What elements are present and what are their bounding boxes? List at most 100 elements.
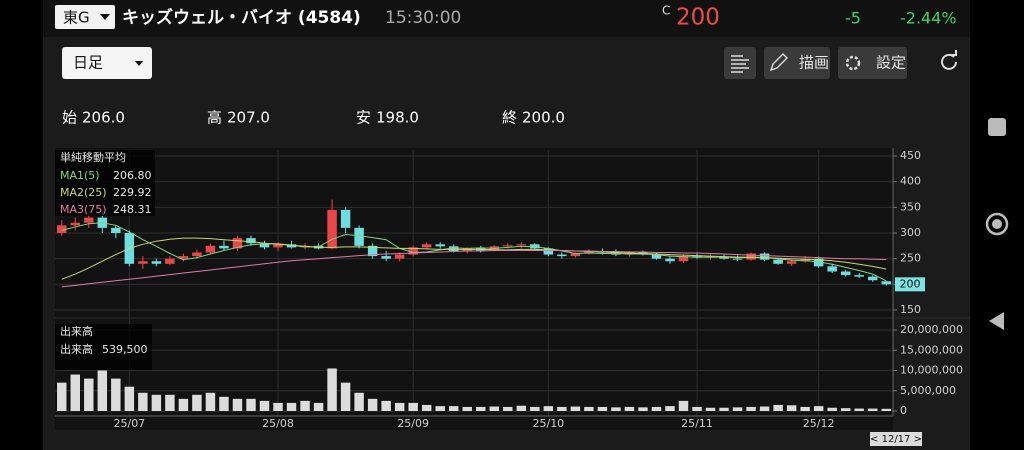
volume-bar — [773, 404, 783, 411]
candle-body — [448, 246, 459, 251]
candle-body — [408, 247, 418, 255]
candle-body — [759, 253, 770, 260]
volume-bar — [84, 378, 94, 411]
volume-bar — [665, 406, 675, 411]
ma-line — [61, 237, 887, 280]
volume-bar — [381, 400, 391, 411]
x-tick-label: 25/09 — [397, 417, 429, 430]
header-bar — [43, 0, 970, 37]
volume-bar — [367, 398, 378, 411]
candle-body — [340, 209, 351, 228]
ma-legend-title: 単純移動平均 — [60, 150, 126, 164]
ohlc-value: 198.0 — [376, 109, 419, 127]
volume-bar — [421, 404, 432, 411]
candle-body — [840, 271, 851, 276]
candle-body — [138, 261, 148, 264]
volume-bar — [435, 406, 445, 411]
nav-back[interactable] — [989, 312, 1004, 330]
ohlc-label: 終 — [502, 109, 517, 127]
volume-bar — [165, 394, 175, 411]
volume-bar — [840, 408, 851, 411]
volume-tick-label: 5,000,000 — [900, 384, 956, 397]
dropdown-arrow — [100, 14, 110, 20]
legend-value: 206.80 — [113, 169, 152, 182]
y-tick-label: 300 — [900, 226, 921, 239]
change: -5 — [845, 9, 861, 28]
volume-bar — [57, 382, 67, 411]
ohlc-value: 207.0 — [227, 109, 270, 127]
volume-bar — [327, 368, 337, 411]
date-marker: < 12/17 > — [870, 434, 922, 445]
candle-body — [70, 222, 81, 226]
x-tick-label: 25/08 — [262, 417, 294, 430]
legend-value: 248.31 — [113, 203, 152, 216]
list-icon — [731, 55, 749, 73]
volume-legend-title: 出来高 — [60, 324, 93, 338]
volume-bar — [313, 402, 324, 411]
candle-body — [570, 253, 581, 257]
volume-tick-label: 15,000,000 — [900, 343, 963, 356]
volume-bar — [881, 408, 891, 411]
refresh-icon[interactable] — [941, 53, 957, 70]
volume-bar — [70, 374, 81, 411]
draw-label: 描画 — [799, 54, 829, 72]
volume-bar — [759, 406, 770, 411]
candle-body — [246, 238, 256, 244]
chart-area — [55, 148, 893, 430]
volume-bar — [732, 407, 743, 411]
nav-recent[interactable] — [988, 118, 1006, 136]
volume-bar — [557, 406, 567, 411]
volume-bar — [854, 408, 864, 411]
volume-bar — [408, 402, 418, 411]
refresh-arrow — [951, 50, 957, 56]
volume-bar — [219, 396, 229, 411]
volume-bar — [300, 400, 310, 411]
volume-bar — [97, 370, 108, 411]
dropdown-arrow — [135, 61, 143, 66]
price: 200 — [676, 5, 720, 31]
candle-body — [219, 245, 229, 249]
candle-body — [557, 254, 567, 257]
price-flag: C — [662, 4, 670, 18]
volume-tick-label: 0 — [900, 404, 907, 417]
ohlc-value: 206.0 — [82, 109, 125, 127]
candle-body — [813, 258, 824, 267]
exchange-select[interactable] — [55, 5, 115, 29]
volume-bar — [597, 406, 608, 411]
legend-name: MA3(75) — [60, 203, 107, 216]
volume-bar — [462, 406, 472, 411]
volume-bar — [205, 392, 216, 411]
candle-body — [57, 225, 67, 233]
period: 日足 — [73, 54, 103, 72]
volume-bar — [124, 386, 135, 411]
gear-icon — [845, 55, 861, 71]
list-button[interactable] — [724, 47, 756, 79]
draw-button[interactable]: 描画 — [764, 47, 830, 79]
period-select[interactable] — [62, 47, 152, 79]
date-marker-box[interactable] — [870, 432, 922, 446]
candle-body — [232, 238, 243, 249]
volume-bar — [719, 407, 729, 411]
volume-bar — [813, 406, 824, 411]
volume-bar — [394, 402, 405, 411]
volume-tick-label: 20,000,000 — [900, 323, 963, 336]
volume-bar — [692, 406, 702, 411]
candle-body — [421, 244, 432, 248]
volume-bar — [286, 402, 297, 411]
volume-tick-label: 10,000,000 — [900, 364, 963, 377]
nav-home[interactable] — [985, 212, 1009, 236]
candle-body — [394, 254, 405, 259]
y-tick-label: 400 — [900, 175, 921, 188]
pencil-icon — [769, 53, 788, 72]
settings-button-bg — [838, 47, 907, 79]
legend-name: MA2(25) — [60, 186, 107, 199]
settings-button[interactable]: 設定 — [838, 47, 907, 79]
volume-bar — [273, 402, 283, 411]
legend-name: MA1(5) — [60, 169, 100, 182]
candle-body — [584, 250, 594, 254]
volume-bar — [489, 406, 500, 411]
volume-bar — [584, 406, 594, 411]
change-pct: -2.44% — [900, 9, 957, 28]
